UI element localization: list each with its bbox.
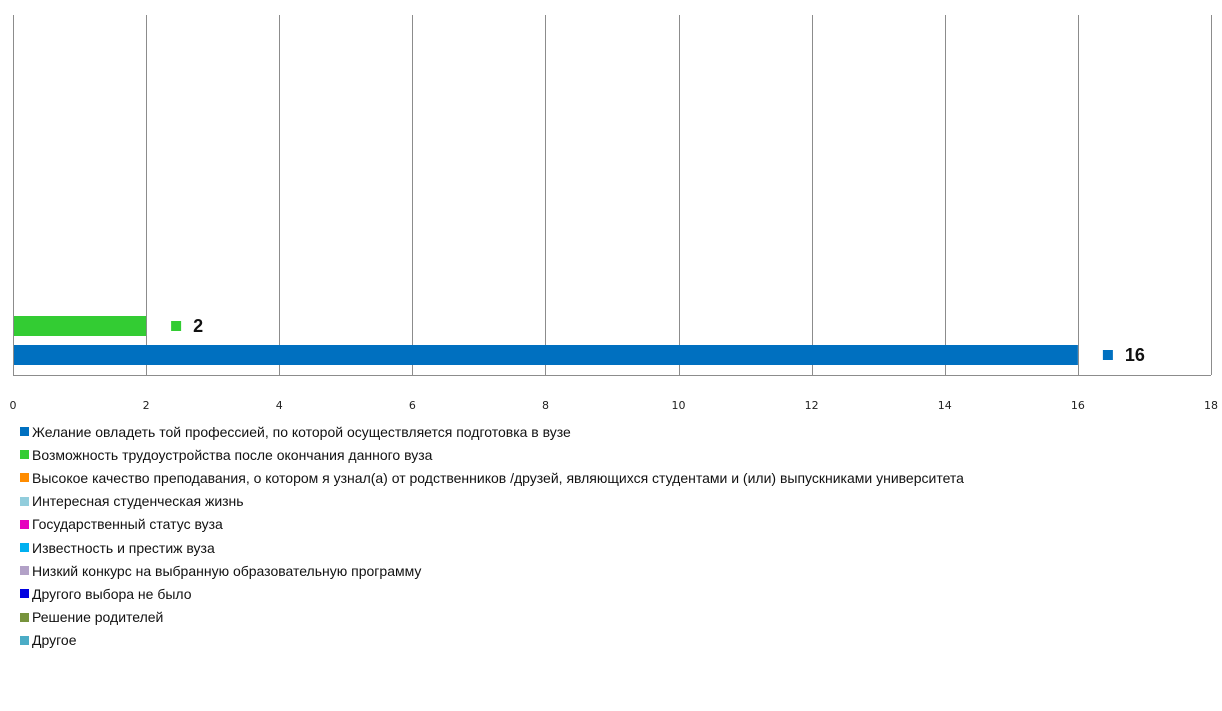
legend-swatch	[20, 589, 29, 598]
legend-swatch	[20, 613, 29, 622]
legend-label: Государственный статус вуза	[32, 516, 223, 532]
data-label: 2	[193, 316, 203, 336]
legend-label: Интересная студенческая жизнь	[32, 493, 244, 509]
legend-item: Известность и престиж вуза	[20, 536, 964, 559]
x-tick-label: 10	[672, 399, 686, 412]
x-tick-label: 14	[938, 399, 952, 412]
legend-item: Другого выбора не было	[20, 582, 964, 605]
data-label-marker	[171, 321, 181, 331]
legend-label: Возможность трудоустройства после оконча…	[32, 447, 432, 463]
bar-chart: 0 2 4 6 8 10 12 14 16 18 16 2	[0, 0, 1222, 420]
bar	[14, 345, 1078, 365]
legend-item: Желание овладеть той профессией, по кото…	[20, 420, 964, 443]
legend-swatch	[20, 636, 29, 645]
x-tick-label: 18	[1204, 399, 1218, 412]
legend-item: Низкий конкурс на выбранную образователь…	[20, 559, 964, 582]
x-tick-label: 2	[143, 399, 150, 412]
legend-item: Государственный статус вуза	[20, 513, 964, 536]
legend-label: Другого выбора не было	[32, 586, 192, 602]
x-tick-label: 4	[276, 399, 283, 412]
data-label-marker	[1103, 350, 1113, 360]
legend-item: Возможность трудоустройства после оконча…	[20, 443, 964, 466]
legend-label: Высокое качество преподавания, о котором…	[32, 470, 964, 486]
legend-swatch	[20, 543, 29, 552]
legend-item: Высокое качество преподавания, о котором…	[20, 466, 964, 489]
chart-legend: Желание овладеть той профессией, по кото…	[20, 420, 964, 652]
legend-item: Интересная студенческая жизнь	[20, 490, 964, 513]
x-tick-label: 8	[542, 399, 549, 412]
legend-item: Решение родителей	[20, 606, 964, 629]
legend-swatch	[20, 520, 29, 529]
legend-item: Другое	[20, 629, 964, 652]
bar	[14, 316, 146, 336]
data-label: 16	[1125, 345, 1145, 365]
legend-swatch	[20, 566, 29, 575]
legend-swatch	[20, 497, 29, 506]
legend-swatch	[20, 450, 29, 459]
x-tick-label: 0	[10, 399, 17, 412]
x-tick-label: 16	[1071, 399, 1085, 412]
legend-swatch	[20, 427, 29, 436]
legend-label: Желание овладеть той профессией, по кото…	[32, 424, 571, 440]
legend-label: Низкий конкурс на выбранную образователь…	[32, 563, 421, 579]
legend-label: Известность и престиж вуза	[32, 540, 215, 556]
x-tick-label: 6	[409, 399, 416, 412]
legend-swatch	[20, 473, 29, 482]
legend-label: Другое	[32, 632, 76, 648]
legend-label: Решение родителей	[32, 609, 163, 625]
x-tick-label: 12	[805, 399, 819, 412]
